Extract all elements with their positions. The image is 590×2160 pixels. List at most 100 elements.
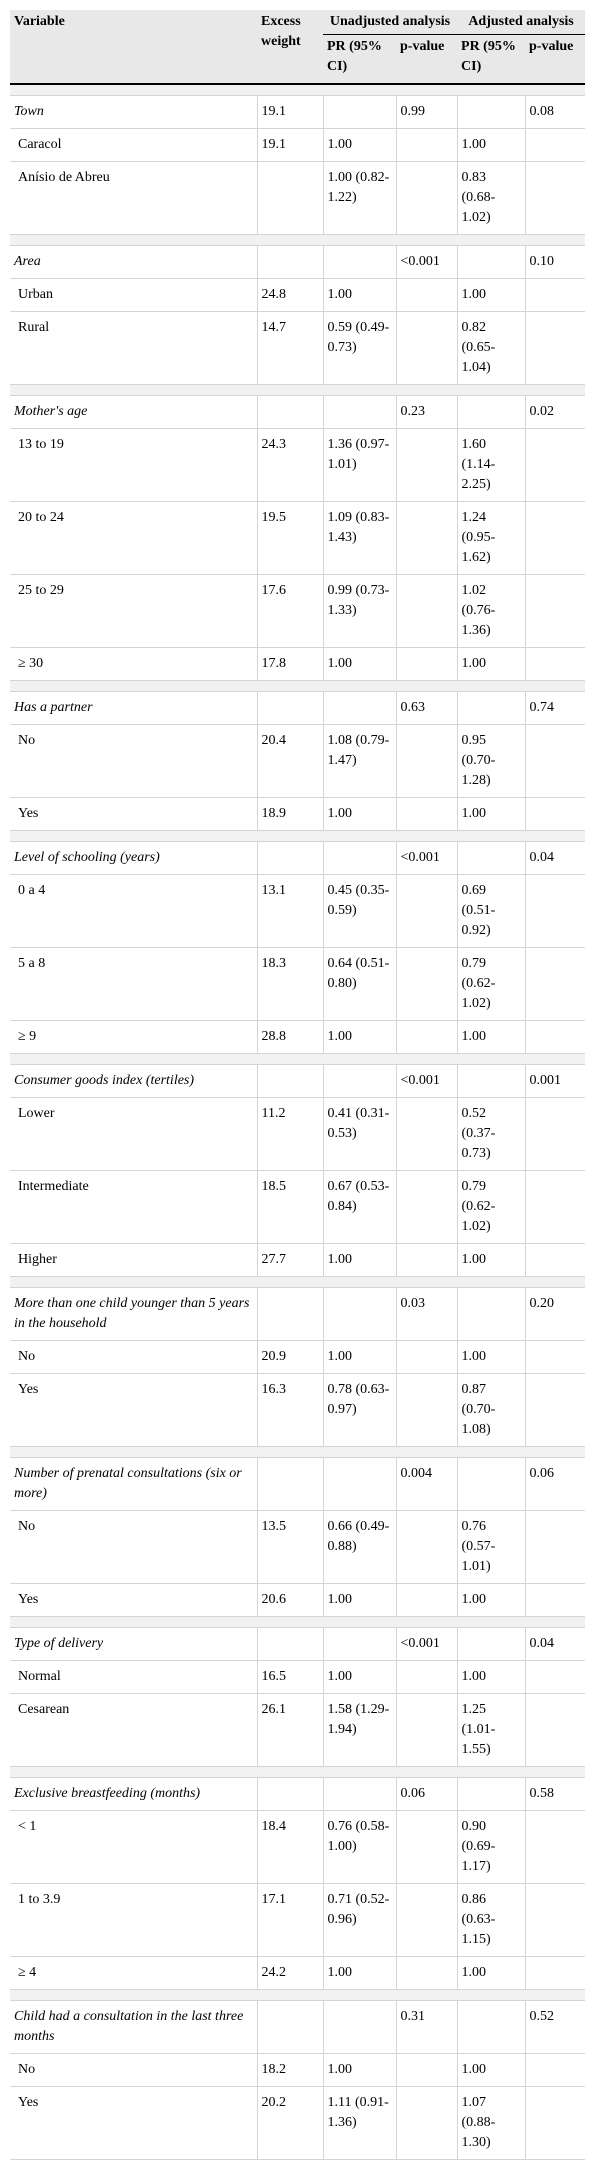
group-pr-unadjusted — [323, 395, 397, 429]
group-header-row: Child had a consultation in the last thr… — [10, 2000, 586, 2054]
row-excess-weight: 18.3 — [257, 947, 324, 1021]
row-pvalue-unadjusted — [396, 947, 458, 1021]
group-pr-adjusted — [457, 245, 526, 279]
row-label: Higher — [10, 1243, 258, 1277]
row-pvalue-unadjusted — [396, 1170, 458, 1244]
group-spacer — [10, 384, 586, 396]
group-spacer — [10, 84, 586, 96]
row-pvalue-adjusted — [525, 428, 586, 502]
header-pvalue-adjusted: p-value — [525, 34, 586, 85]
row-pr-unadjusted: 1.08 (0.79-1.47) — [323, 724, 397, 798]
group-excess-weight — [257, 1457, 324, 1511]
table-header: Variable Excess weight Unadjusted analys… — [10, 10, 586, 85]
row-pr-unadjusted: 1.36 (0.97-1.01) — [323, 428, 397, 502]
row-pvalue-unadjusted — [396, 724, 458, 798]
group-pvalue-adjusted: 0.06 — [525, 1457, 586, 1511]
group-excess-weight — [257, 1064, 324, 1098]
row-pr-adjusted: 1.00 — [457, 647, 526, 681]
group-excess-weight — [257, 841, 324, 875]
group-pr-adjusted — [457, 1777, 526, 1811]
group-header-row: Consumer goods index (tertiles) <0.001 0.0… — [10, 1064, 586, 1098]
group-header-row: Town 19.1 0.99 0.08 — [10, 95, 586, 129]
row-pvalue-unadjusted — [396, 501, 458, 575]
group-header-row: Number of prenatal consultations (six or… — [10, 1457, 586, 1511]
table-row: Yes 20.2 1.11 (0.91-1.36) 1.07 (0.88-1.30) — [10, 2086, 586, 2160]
group-spacer — [10, 680, 586, 692]
header-unadjusted: Unadjusted analysis — [323, 10, 458, 35]
row-pvalue-unadjusted — [396, 128, 458, 162]
spacer-cell — [10, 830, 586, 842]
group-pr-adjusted — [457, 1627, 526, 1661]
group-pvalue-unadjusted: 0.06 — [396, 1777, 458, 1811]
group-label: Has a partner — [10, 691, 258, 725]
row-pvalue-adjusted — [525, 1340, 586, 1374]
row-pvalue-adjusted — [525, 1373, 586, 1447]
row-label: ≥ 9 — [10, 1020, 258, 1054]
row-pr-unadjusted: 1.00 — [323, 1956, 397, 1990]
group-excess-weight — [257, 2000, 324, 2054]
row-excess-weight: 18.5 — [257, 1170, 324, 1244]
row-pr-adjusted: 0.87 (0.70-1.08) — [457, 1373, 526, 1447]
row-pr-adjusted: 1.00 — [457, 1956, 526, 1990]
row-pr-adjusted: 0.76 (0.57-1.01) — [457, 1510, 526, 1584]
group-excess-weight — [257, 395, 324, 429]
row-pr-unadjusted: 1.00 — [323, 2053, 397, 2087]
group-pr-unadjusted — [323, 1287, 397, 1341]
group-label: Number of prenatal consultations (six or… — [10, 1457, 258, 1511]
row-pvalue-unadjusted — [396, 1340, 458, 1374]
row-pr-unadjusted: 0.76 (0.58-1.00) — [323, 1810, 397, 1884]
group-label: Consumer goods index (tertiles) — [10, 1064, 258, 1098]
group-pvalue-adjusted: 0.52 — [525, 2000, 586, 2054]
table-row: Cesarean 26.1 1.58 (1.29-1.94) 1.25 (1.01-1… — [10, 1693, 586, 1767]
group-header-row: Area <0.001 0.10 — [10, 245, 586, 279]
table-row: Rural 14.7 0.59 (0.49-0.73) 0.82 (0.65-1.04… — [10, 311, 586, 385]
table-row: 25 to 29 17.6 0.99 (0.73-1.33) 1.02 (0.76-1… — [10, 574, 586, 648]
row-pvalue-unadjusted — [396, 311, 458, 385]
row-pvalue-adjusted — [525, 1510, 586, 1584]
row-pvalue-unadjusted — [396, 278, 458, 312]
row-pr-unadjusted: 0.59 (0.49-0.73) — [323, 311, 397, 385]
table-row: ≥ 9 28.8 1.00 1.00 — [10, 1020, 586, 1054]
row-pvalue-adjusted — [525, 797, 586, 831]
group-excess-weight: 19.1 — [257, 95, 324, 129]
row-pr-unadjusted: 1.00 — [323, 278, 397, 312]
row-pvalue-unadjusted — [396, 428, 458, 502]
row-pr-adjusted: 0.79 (0.62-1.02) — [457, 1170, 526, 1244]
group-pvalue-adjusted: 0.04 — [525, 1627, 586, 1661]
group-excess-weight — [257, 1777, 324, 1811]
table-row: 0 a 4 13.1 0.45 (0.35-0.59) 0.69 (0.51-0.92… — [10, 874, 586, 948]
row-pvalue-unadjusted — [396, 1660, 458, 1694]
group-header-row: Type of delivery <0.001 0.04 — [10, 1627, 586, 1661]
row-label: No — [10, 1340, 258, 1374]
row-pvalue-adjusted — [525, 1243, 586, 1277]
spacer-cell — [10, 1276, 586, 1288]
row-label: Yes — [10, 1583, 258, 1617]
row-pr-unadjusted: 1.00 — [323, 647, 397, 681]
row-pvalue-adjusted — [525, 1097, 586, 1171]
spacer-cell — [10, 1446, 586, 1458]
row-label: No — [10, 2053, 258, 2087]
group-pr-adjusted — [457, 95, 526, 129]
row-pr-unadjusted: 1.11 (0.91-1.36) — [323, 2086, 397, 2160]
row-label: No — [10, 1510, 258, 1584]
row-pvalue-unadjusted — [396, 1883, 458, 1957]
group-spacer — [10, 830, 586, 842]
row-pr-unadjusted: 0.78 (0.63-0.97) — [323, 1373, 397, 1447]
row-pr-unadjusted: 1.00 — [323, 1340, 397, 1374]
table-row: Higher 27.7 1.00 1.00 — [10, 1243, 586, 1277]
row-pr-adjusted: 0.83 (0.68-1.02) — [457, 161, 526, 235]
group-excess-weight — [257, 691, 324, 725]
row-excess-weight: 19.1 — [257, 128, 324, 162]
row-pvalue-adjusted — [525, 2086, 586, 2160]
row-pr-unadjusted: 0.66 (0.49-0.88) — [323, 1510, 397, 1584]
row-excess-weight: 14.7 — [257, 311, 324, 385]
group-pvalue-unadjusted: 0.99 — [396, 95, 458, 129]
row-pvalue-adjusted — [525, 2053, 586, 2087]
row-pr-adjusted: 1.00 — [457, 1243, 526, 1277]
row-pr-adjusted: 0.86 (0.63-1.15) — [457, 1883, 526, 1957]
row-pvalue-adjusted — [525, 724, 586, 798]
group-pr-unadjusted — [323, 1777, 397, 1811]
group-pr-unadjusted — [323, 245, 397, 279]
group-label: Town — [10, 95, 258, 129]
row-pr-adjusted: 0.95 (0.70-1.28) — [457, 724, 526, 798]
